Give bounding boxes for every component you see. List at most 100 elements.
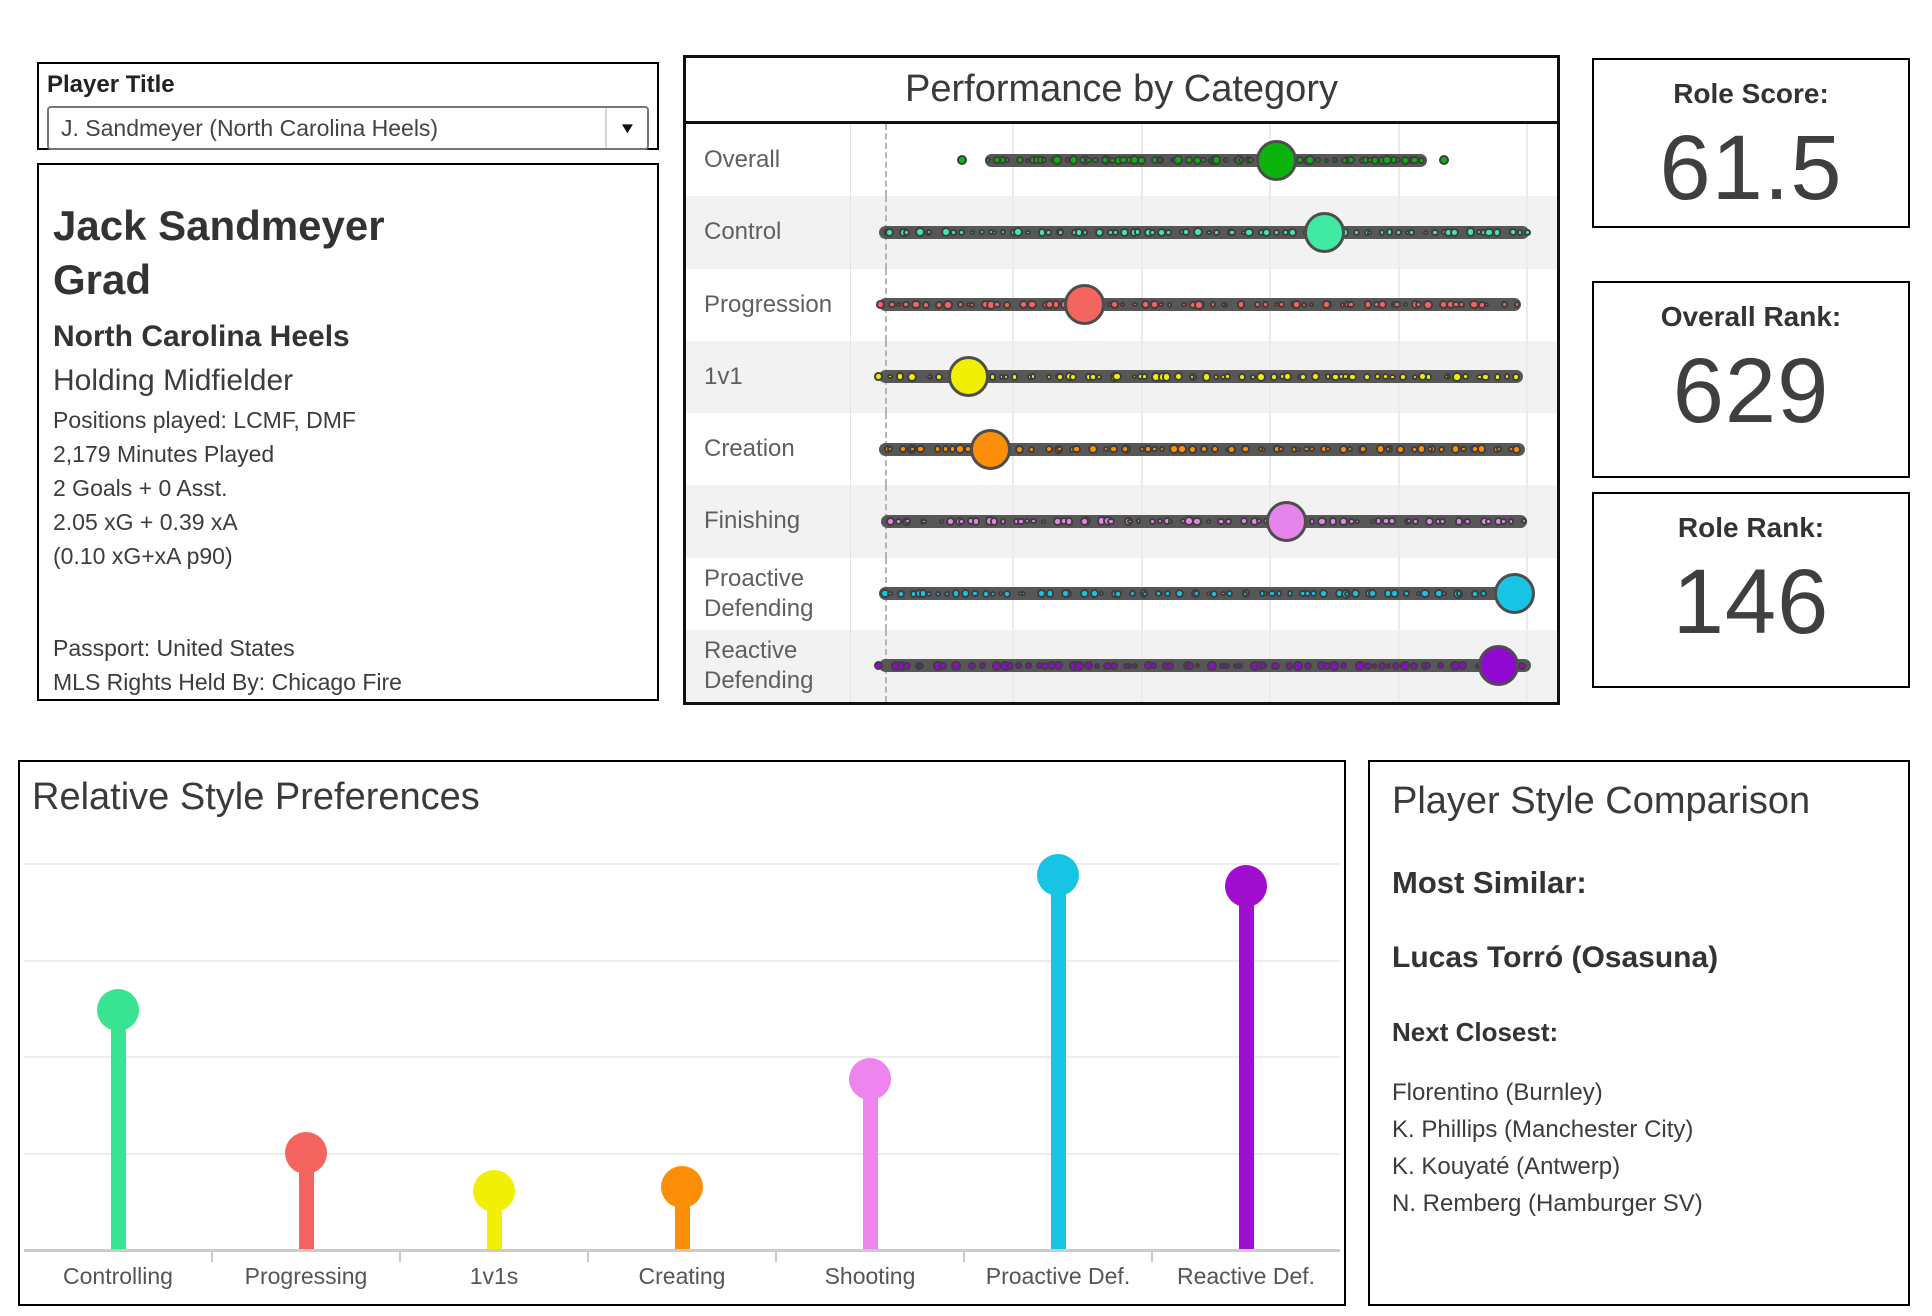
population-dot	[1285, 662, 1294, 670]
player-filter-panel: Player Title J. Sandmeyer (North Carolin…	[37, 62, 659, 150]
role-score-box: Role Score: 61.5	[1592, 58, 1910, 228]
population-dot	[1239, 517, 1248, 526]
role-score-value: 61.5	[1659, 117, 1843, 219]
population-dot	[1200, 156, 1208, 164]
overall-rank-value: 629	[1672, 340, 1830, 442]
perf-axis-zone	[874, 629, 1531, 702]
population-dot	[1256, 371, 1267, 382]
population-dot	[1236, 662, 1243, 669]
population-dot	[941, 445, 950, 453]
population-dot	[1464, 518, 1471, 525]
player-dot[interactable]	[1304, 211, 1346, 253]
population-dot	[1278, 446, 1284, 452]
player-select[interactable]: J. Sandmeyer (North Carolina Heels) ▼	[47, 106, 649, 150]
population-dot	[1481, 372, 1490, 382]
population-dot	[978, 662, 986, 670]
population-dot	[1366, 229, 1373, 236]
player-passport: Passport: United States	[53, 635, 295, 661]
population-dot	[911, 299, 921, 310]
population-dot	[1027, 299, 1038, 310]
population-dot	[904, 518, 911, 525]
population-dot	[1377, 661, 1386, 671]
population-dot	[925, 229, 932, 236]
population-dot	[1500, 301, 1509, 309]
perf-row: 1v1	[686, 340, 1557, 413]
role-rank-value: 146	[1672, 551, 1830, 653]
population-dot	[1347, 300, 1355, 309]
population-dot	[1223, 662, 1230, 670]
population-dot	[886, 516, 896, 526]
perf-category-label: Overall	[704, 146, 781, 174]
role-score-label: Role Score:	[1673, 78, 1829, 109]
player-dot[interactable]	[1265, 500, 1307, 542]
player-detail-line: Positions played: LCMF, DMF	[53, 407, 356, 433]
lollipop-head[interactable]	[97, 988, 139, 1031]
lollipop-head[interactable]	[1225, 865, 1267, 908]
perf-row: Proactive Defending	[686, 557, 1557, 630]
population-dot	[1507, 518, 1515, 525]
population-dot	[1339, 662, 1347, 670]
population-dot	[1244, 227, 1254, 238]
population-dot	[898, 445, 907, 453]
population-dot	[1142, 590, 1149, 597]
population-dot	[1080, 589, 1089, 598]
population-dot	[1369, 518, 1375, 525]
population-dot	[1374, 373, 1382, 381]
population-dot	[1015, 155, 1025, 165]
population-dot	[887, 590, 893, 597]
player-detail-line: 2.05 xG + 0.39 xA	[53, 509, 238, 535]
population-dot	[1205, 590, 1211, 597]
population-dot	[1521, 518, 1528, 525]
axis-tick	[1151, 1252, 1153, 1262]
population-dot	[1425, 516, 1435, 526]
population-strip	[878, 370, 1524, 384]
population-dot	[1095, 228, 1104, 237]
population-dot	[1444, 374, 1450, 380]
comparison-player: K. Phillips (Manchester City)	[1392, 1116, 1694, 1143]
axis-tick	[774, 1252, 777, 1262]
population-dot	[1166, 661, 1175, 670]
population-dot	[989, 517, 999, 526]
population-dot	[1167, 518, 1174, 525]
population-dot	[921, 518, 927, 525]
lollipop-head[interactable]	[1037, 853, 1079, 896]
player-dot[interactable]	[1063, 284, 1105, 326]
population-dot	[1090, 589, 1099, 598]
population-dot	[1411, 373, 1419, 381]
population-dot	[1378, 229, 1386, 236]
population-dot	[1131, 662, 1138, 669]
perf-axis-zone	[878, 413, 1528, 486]
population-dot	[1295, 446, 1302, 452]
population-dot	[1452, 372, 1462, 382]
dropdown-arrow-button[interactable]: ▼	[605, 108, 647, 148]
population-dot	[1158, 301, 1165, 308]
lollipop-head[interactable]	[661, 1166, 703, 1209]
population-dot	[1374, 517, 1383, 526]
player-dot[interactable]	[1477, 645, 1519, 687]
population-dot	[1040, 518, 1047, 525]
lollipop-head[interactable]	[849, 1058, 891, 1101]
population-dot	[1346, 445, 1354, 453]
population-dot	[1029, 373, 1037, 381]
population-dot	[1395, 444, 1405, 454]
player-dot[interactable]	[947, 356, 989, 398]
population-dot	[1458, 300, 1466, 309]
population-dot	[1020, 591, 1027, 597]
lollipop-head[interactable]	[285, 1131, 327, 1174]
category-label: Shooting	[824, 1263, 916, 1289]
population-dot	[1099, 591, 1105, 597]
player-dot[interactable]	[970, 428, 1012, 470]
player-dot[interactable]	[1493, 573, 1535, 615]
population-dot	[1112, 372, 1122, 382]
population-dot	[993, 300, 1001, 309]
relative-style-preferences-panel: Relative Style Preferences Controlling Pr…	[18, 760, 1346, 1306]
population-dot	[1174, 588, 1185, 599]
population-dot	[1107, 517, 1115, 526]
population-dot	[1126, 518, 1133, 525]
population-dot	[1120, 228, 1129, 237]
lollipop-stick	[298, 1152, 314, 1249]
lollipop-head[interactable]	[473, 1170, 515, 1213]
player-dot[interactable]	[1256, 139, 1298, 181]
population-dot	[1437, 445, 1445, 453]
population-dot	[1201, 372, 1212, 382]
